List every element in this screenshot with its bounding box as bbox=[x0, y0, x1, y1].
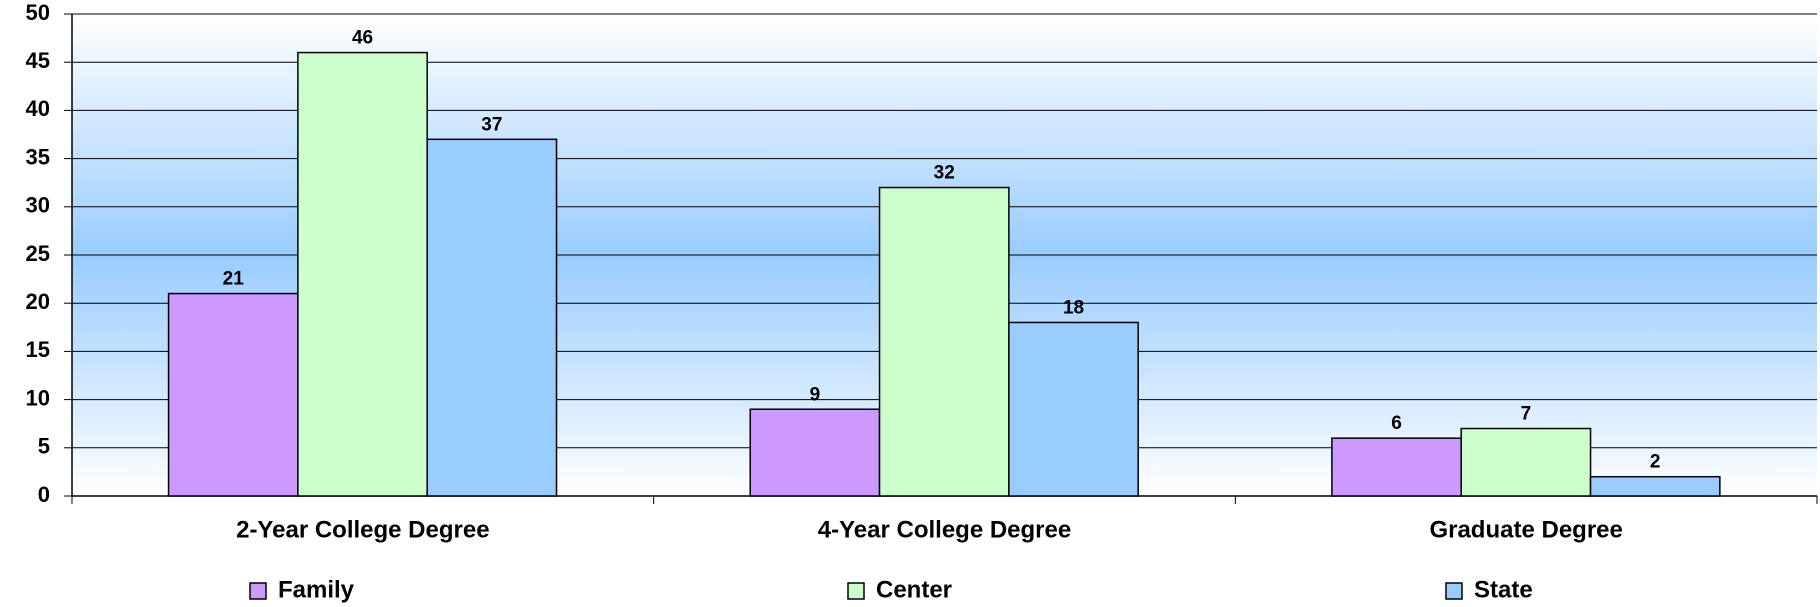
bar bbox=[878, 186, 1010, 497]
data-label: 9 bbox=[810, 384, 821, 405]
y-tick-label: 35 bbox=[26, 144, 50, 169]
y-tick-label: 0 bbox=[38, 482, 50, 507]
y-tick-label: 45 bbox=[26, 48, 50, 73]
legend-swatch bbox=[1445, 582, 1463, 600]
data-label: 7 bbox=[1521, 404, 1532, 425]
data-label: 18 bbox=[1063, 297, 1084, 318]
data-label: 6 bbox=[1391, 413, 1402, 434]
legend-swatch bbox=[249, 582, 267, 600]
y-tick-label: 10 bbox=[26, 385, 50, 410]
x-tick-label: 2-Year College Degree bbox=[236, 516, 489, 543]
bar bbox=[1008, 321, 1139, 497]
bar bbox=[1460, 427, 1592, 497]
legend-label: Center bbox=[876, 576, 952, 603]
data-label: 32 bbox=[934, 163, 955, 184]
y-tick-label: 50 bbox=[26, 0, 50, 25]
y-tick-label: 15 bbox=[26, 337, 50, 362]
bar bbox=[749, 408, 881, 497]
y-tick-label: 40 bbox=[26, 96, 50, 121]
legend-label: State bbox=[1474, 576, 1533, 603]
bar bbox=[1331, 437, 1462, 497]
data-label: 46 bbox=[352, 28, 373, 49]
x-tick-label: 4-Year College Degree bbox=[818, 516, 1071, 543]
y-tick-label: 25 bbox=[26, 241, 50, 266]
data-label: 21 bbox=[223, 269, 245, 290]
y-tick-label: 20 bbox=[26, 289, 50, 314]
legend-swatch bbox=[847, 582, 865, 600]
x-tick-label: Graduate Degree bbox=[1429, 516, 1622, 543]
bar bbox=[297, 51, 428, 497]
data-label: 2 bbox=[1650, 452, 1661, 473]
bar bbox=[426, 138, 558, 497]
legend-label: Family bbox=[278, 576, 355, 603]
bar bbox=[1589, 475, 1721, 497]
y-tick-label: 30 bbox=[26, 193, 50, 218]
bar bbox=[167, 292, 299, 497]
data-label: 37 bbox=[481, 114, 502, 135]
y-tick-label: 5 bbox=[38, 434, 50, 459]
